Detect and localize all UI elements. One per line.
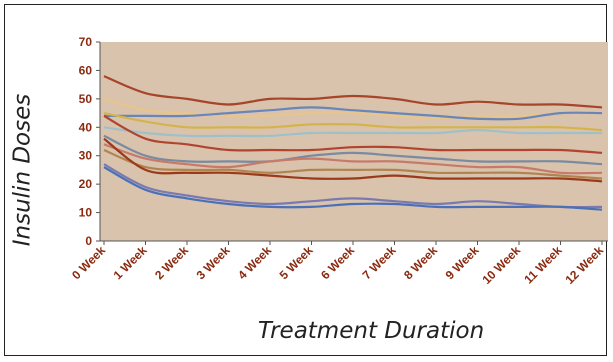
series-line-11 (103, 163, 603, 209)
x-tick-label: 1 Week (111, 243, 150, 282)
series-line-3 (103, 106, 603, 121)
x-tick-label: 6 Week (318, 243, 357, 282)
series-line-6 (103, 114, 603, 154)
y-tick-label: 0 (85, 234, 92, 248)
y-tick-label: 40 (79, 120, 93, 134)
y-tick-label: 10 (79, 206, 93, 220)
y-axis-title-text: Insulin Doses (9, 93, 35, 247)
x-tick-label: 4 Week (235, 243, 274, 282)
series-line-2 (103, 97, 603, 120)
x-tick-label: 8 Week (401, 243, 440, 282)
x-tick-label: 10 Week (479, 243, 523, 287)
x-tick-label: 3 Week (194, 243, 233, 282)
y-tick-label: 30 (79, 149, 93, 163)
series-line-4 (103, 112, 603, 132)
y-tick-label: 50 (79, 92, 93, 106)
x-tick-label: 2 Week (152, 243, 191, 282)
y-tick-label: 60 (79, 63, 93, 77)
y-tick-label: 20 (79, 177, 93, 191)
series-line-8 (103, 143, 603, 175)
x-tick-label: 11 Week (521, 243, 564, 286)
series-line-5 (103, 126, 602, 138)
x-tick-label: 0 Week (69, 243, 108, 282)
x-tick-label: 7 Week (360, 243, 399, 282)
series-line-12 (103, 166, 603, 211)
series-line-7 (103, 134, 603, 166)
x-tick-label: 12 Week (562, 243, 606, 287)
x-tick-label: 9 Week (443, 243, 482, 282)
y-tick-label: 70 (79, 35, 93, 49)
plot-area (100, 42, 608, 241)
y-axis-title: Insulin Doses (2, 60, 42, 280)
x-axis-title: Treatment Duration (257, 318, 485, 344)
x-tick-label: 5 Week (277, 243, 316, 282)
series-line-10 (103, 137, 603, 183)
series-line-1 (103, 75, 603, 109)
series-line-9 (103, 148, 603, 180)
